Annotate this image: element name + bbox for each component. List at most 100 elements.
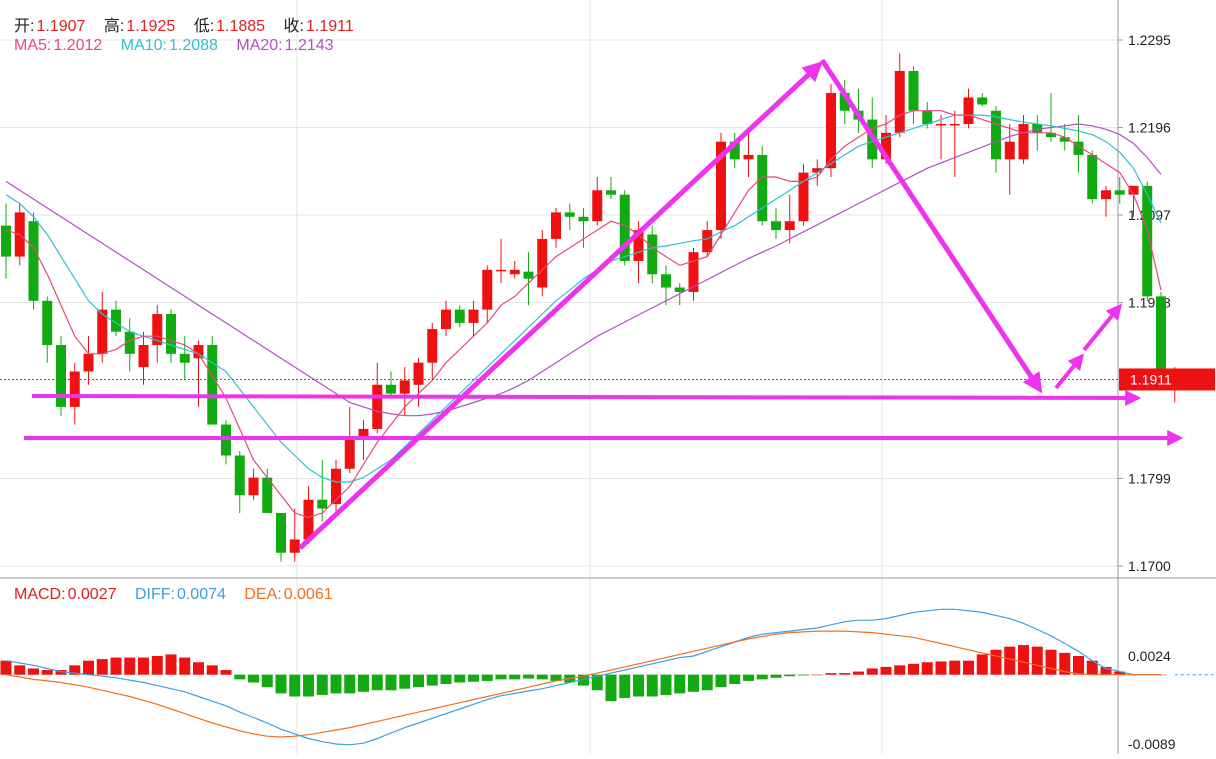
macd-bar-70 (963, 660, 974, 675)
candle-body-38 (523, 271, 534, 279)
candle-body-32 (441, 309, 451, 330)
candle-body-54 (743, 154, 754, 160)
candle-body-78 (1073, 141, 1084, 155)
macd-bar-60 (825, 673, 837, 675)
support-arrow-upper (31, 389, 1142, 406)
macd-bar-16 (220, 670, 232, 675)
candle-body-5 (69, 371, 80, 407)
macd-tick-label-1: -0.0089 (1128, 736, 1176, 752)
price-tick-label-0: 1.2295 (1128, 32, 1171, 48)
macd-bar-35 (481, 674, 493, 681)
macd-bar-56 (770, 674, 782, 678)
macd-bar-76 (1045, 649, 1057, 675)
macd-legend: MACD: 0.0027 DIFF: 0.0074 DEA: 0.0061 (14, 586, 335, 604)
candle-body-46 (633, 230, 644, 262)
macd-bar-40 (550, 674, 562, 681)
candle-body-44 (606, 190, 616, 195)
macd-bar-32 (440, 674, 452, 685)
candle-body-6 (83, 353, 94, 372)
candle-body-17 (234, 455, 245, 496)
candle-body-37 (509, 269, 520, 275)
macd-bar-4 (55, 670, 67, 675)
macd-bar-24 (330, 674, 342, 694)
macd-bar-52 (715, 674, 727, 688)
macd-bar-51 (701, 674, 713, 691)
macd-bar-75 (1031, 646, 1043, 675)
macd-bar-59 (811, 674, 823, 676)
candle-body-79 (1087, 154, 1098, 200)
candle-body-29 (399, 380, 410, 394)
macd-bar-7 (96, 659, 108, 675)
macd-bar-22 (303, 674, 314, 697)
candle-body-64 (881, 132, 891, 160)
candle-body-82 (1128, 185, 1139, 195)
candle-body-24 (331, 468, 341, 505)
candle-body-25 (344, 437, 355, 469)
candle-body-36 (496, 269, 506, 272)
macd-bar-62 (853, 671, 864, 675)
candle-body-42 (578, 216, 589, 222)
candle-body-20 (276, 512, 286, 553)
candle-body-66 (908, 70, 919, 111)
current-price-label: 1.1911 (1130, 371, 1172, 387)
ma20-label: MA20: (236, 37, 283, 54)
macd-bar-36 (495, 674, 507, 680)
candle-body-75 (1032, 123, 1043, 133)
candle-body-58 (798, 172, 809, 222)
low-label: 低: (193, 18, 215, 35)
candle-body-84 (1156, 296, 1166, 385)
candle-body-8 (111, 309, 121, 332)
macd-bar-49 (674, 674, 686, 694)
high-label: 高: (103, 18, 125, 35)
candle-body-80 (1101, 190, 1111, 200)
macd-bar-5 (69, 665, 81, 675)
dea-label: DEA: (244, 586, 282, 603)
candle-body-11 (152, 314, 163, 345)
macd-bar-20 (275, 674, 287, 694)
candle-body-41 (564, 212, 575, 217)
macd-bar-68 (935, 661, 947, 675)
candle-body-68 (936, 123, 946, 126)
candle-body-60 (826, 93, 836, 169)
dea-value: 0.0061 (283, 586, 333, 603)
macd-bar-31 (426, 674, 438, 686)
candle-body-45 (619, 194, 630, 262)
macd-bar-11 (151, 656, 163, 675)
macd-bar-19 (261, 674, 273, 688)
macd-bar-45 (619, 674, 631, 699)
candle-body-12 (166, 314, 176, 354)
macd-bar-71 (976, 654, 988, 675)
macd-bar-15 (206, 665, 218, 675)
macd-value: 0.0027 (67, 586, 117, 603)
macd-bar-17 (234, 674, 246, 680)
candle-body-53 (729, 141, 740, 160)
macd-bar-54 (743, 674, 754, 681)
candle-body-72 (991, 110, 1001, 160)
low-value: 1.1885 (216, 18, 266, 35)
candle-body-39 (537, 238, 548, 288)
macd-bar-58 (798, 674, 809, 676)
open-label: 开: (14, 18, 35, 35)
macd-bar-0 (0, 660, 12, 675)
candle-body-77 (1059, 137, 1070, 142)
candle-body-81 (1114, 190, 1125, 195)
macd-bar-46 (633, 674, 644, 697)
candle-body-67 (922, 110, 933, 124)
macd-bar-3 (41, 670, 53, 675)
diff-line (5, 608, 1161, 746)
candle-body-83 (1142, 185, 1153, 297)
ma20-value: 1.2143 (284, 37, 334, 54)
macd-bar-80 (1100, 666, 1112, 675)
macd-bar-13 (179, 657, 191, 675)
candle-body-52 (716, 141, 726, 231)
macd-bar-34 (468, 674, 479, 682)
macd-bar-37 (509, 674, 521, 680)
macd-bar-2 (28, 668, 39, 675)
macd-bar-67 (921, 662, 933, 675)
candle-body-27 (372, 384, 383, 429)
macd-bar-29 (399, 674, 411, 689)
candle-body-70 (963, 97, 974, 124)
ma5-value: 1.2012 (53, 37, 103, 54)
